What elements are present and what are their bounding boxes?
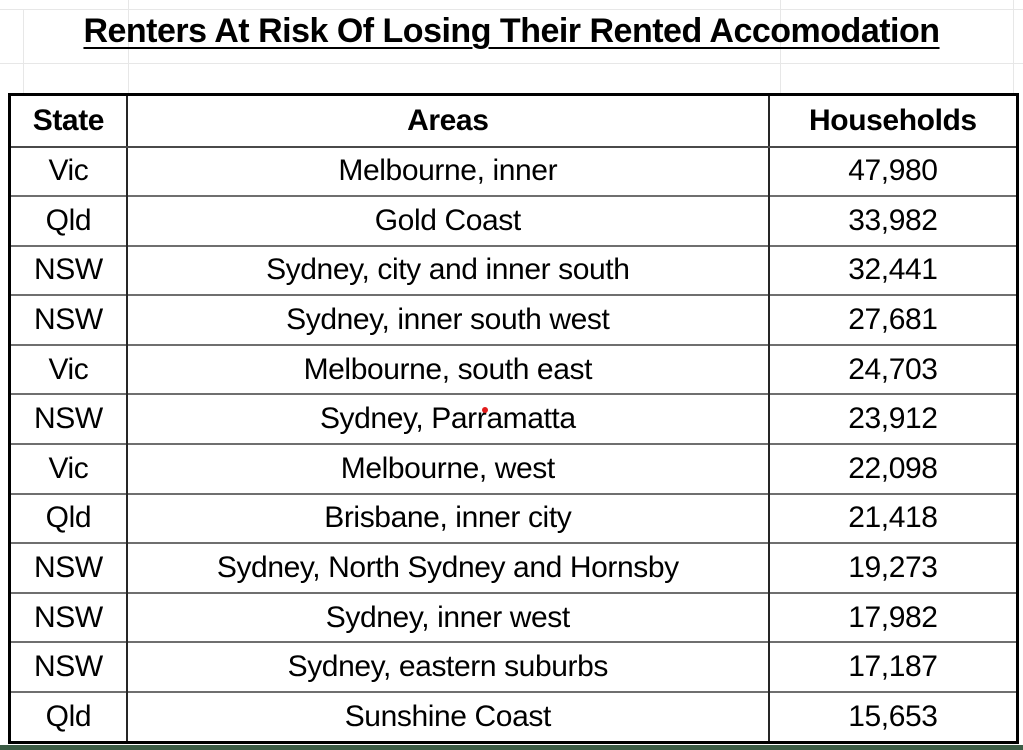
cell-area: Sydney, eastern suburbs [125,641,769,693]
renters-at-risk-table: State Areas Households Vic Melbourne, in… [8,93,1019,744]
cell-area: Sydney, Parramatta [125,393,769,445]
cell-area: Sydney, North Sydney and Hornsby [125,542,769,593]
sheet-gridline-vertical [1013,0,1014,93]
cell-households: 24,703 [767,343,1018,395]
cell-state: NSW [9,542,127,593]
column-header-state: State [9,94,127,148]
table-header-row: State Areas Households [9,94,1018,148]
table-row: Qld Sunshine Coast 15,653 [9,691,1018,743]
cell-households: 17,982 [767,591,1018,643]
sheet-gridline-vertical [128,0,129,93]
cell-area: Gold Coast [125,195,769,246]
table-row: NSW Sydney, North Sydney and Hornsby 19,… [9,542,1018,593]
sheet-gridline-vertical [780,0,781,93]
sheet-gridline-horizontal [0,9,1023,10]
column-header-households: Households [767,94,1018,148]
cell-area: Sunshine Coast [125,691,769,743]
cell-area: Melbourne, south east [125,343,769,395]
column-header-areas: Areas [125,94,769,148]
cell-households: 32,441 [767,244,1018,296]
cell-households: 33,982 [767,195,1018,246]
cell-area: Sydney, city and inner south [125,244,769,296]
cell-households: 15,653 [767,691,1018,743]
page-title: Renters At Risk Of Losing Their Rented A… [0,8,1023,54]
sheet-gridline-horizontal [0,63,1023,64]
cell-state: Qld [9,195,127,246]
table-row: NSW Sydney, inner west 17,982 [9,591,1018,643]
cell-state: NSW [9,294,127,345]
cell-area: Brisbane, inner city [125,492,769,544]
cell-state: NSW [9,393,127,445]
cell-area: Sydney, inner south west [125,294,769,345]
cell-households: 23,912 [767,393,1018,445]
cell-households: 21,418 [767,492,1018,544]
cell-state: NSW [9,244,127,296]
cell-area: Melbourne, inner [125,146,769,197]
table-row: NSW Sydney, inner south west 27,681 [9,294,1018,345]
cell-area: Sydney, inner west [125,591,769,643]
cell-state: Qld [9,691,127,743]
cell-state: Qld [9,492,127,544]
table-row: NSW Sydney, Parramatta 23,912 [9,393,1018,445]
cell-state: NSW [9,591,127,643]
cell-state: NSW [9,641,127,693]
table-row: Qld Brisbane, inner city 21,418 [9,492,1018,544]
table-row: NSW Sydney, eastern suburbs 17,187 [9,641,1018,693]
cell-area: Melbourne, west [125,443,769,494]
cell-state: Vic [9,343,127,395]
table-row: Vic Melbourne, south east 24,703 [9,343,1018,395]
cell-households: 22,098 [767,443,1018,494]
cell-households: 17,187 [767,641,1018,693]
table-row: Vic Melbourne, inner 47,980 [10,146,1018,197]
cell-households: 27,681 [767,294,1018,345]
sheet-gridline-vertical [23,9,24,93]
cell-state: Vic [9,443,127,494]
table-row: Vic Melbourne, west 22,098 [9,443,1018,494]
cell-households: 47,980 [767,146,1018,197]
red-annotation-dot [482,407,488,413]
bottom-accent-bar [0,745,1023,750]
page-title-text: Renters At Risk Of Losing Their Rented A… [83,12,940,50]
table-row: Qld Gold Coast 33,982 [9,195,1018,246]
cell-state: Vic [48,154,89,188]
table-row: NSW Sydney, city and inner south 32,441 [9,244,1018,296]
cell-households: 19,273 [767,542,1018,593]
